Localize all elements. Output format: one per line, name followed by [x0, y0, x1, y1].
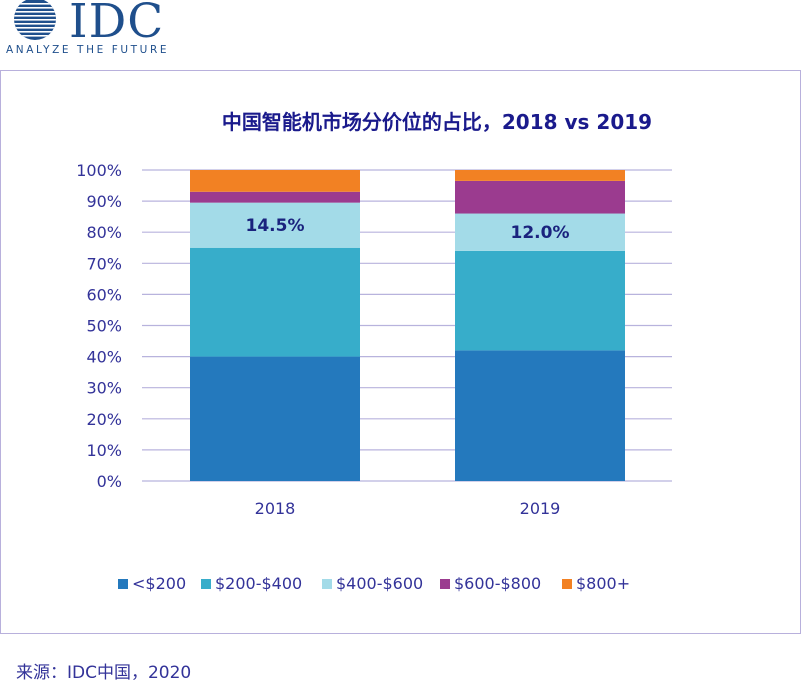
- chart-title: 中国智能机市场分价位的占比，2018 vs 2019: [222, 110, 652, 134]
- logo-tagline: ANALYZE THE FUTURE: [6, 44, 170, 56]
- legend-item: $400-$600: [322, 574, 423, 593]
- y-axis-ticks: 0% 10% 20% 30% 40% 50% 60% 70% 80% 90% 100%: [76, 161, 122, 491]
- legend-swatch: [440, 579, 450, 589]
- bars: [190, 170, 625, 481]
- legend-swatch: [562, 579, 572, 589]
- legend-label: <$200: [132, 574, 186, 593]
- legend: <$200 $200-$400 $400-$600 $600-$800 $800+: [118, 574, 630, 593]
- y-tick-label: 20%: [86, 410, 122, 429]
- legend-swatch: [322, 579, 332, 589]
- bar-segment: [190, 247, 360, 357]
- legend-label: $600-$800: [454, 574, 541, 593]
- y-tick-label: 60%: [86, 285, 122, 304]
- bar-segment: [455, 213, 625, 251]
- x-category-label: 2018: [255, 499, 296, 518]
- data-labels: 14.5% 12.0%: [246, 216, 570, 243]
- chart-panel: [0, 70, 801, 634]
- y-tick-label: 30%: [86, 379, 122, 398]
- legend-swatch: [201, 579, 211, 589]
- y-tick-label: 100%: [76, 161, 122, 180]
- legend-swatch: [118, 579, 128, 589]
- data-label: 12.0%: [511, 223, 570, 243]
- bar-segment: [455, 350, 625, 481]
- data-label: 14.5%: [246, 216, 305, 236]
- bar-segment: [190, 170, 360, 192]
- legend-label: $200-$400: [215, 574, 302, 593]
- legend-label: $400-$600: [336, 574, 423, 593]
- bar-segment: [455, 180, 625, 214]
- chart: 中国智能机市场分价位的占比，2018 vs 2019 0% 10% 20% 30% 40…: [76, 110, 672, 593]
- logo-wordmark: IDC: [69, 0, 165, 49]
- legend-item: $600-$800: [440, 574, 541, 593]
- y-tick-label: 40%: [86, 348, 122, 367]
- y-tick-label: 50%: [86, 317, 122, 336]
- x-category-label: 2019: [520, 499, 561, 518]
- y-tick-label: 80%: [86, 223, 122, 242]
- y-tick-label: 90%: [86, 192, 122, 211]
- legend-label: $800+: [576, 574, 630, 593]
- globe-icon: [14, 0, 56, 40]
- y-tick-label: 70%: [86, 254, 122, 273]
- legend-item: $800+: [562, 574, 630, 593]
- bar-segment: [190, 202, 360, 248]
- bar-segment: [190, 191, 360, 203]
- bar-segment: [190, 356, 360, 481]
- source-note: 来源：IDC中国，2020: [16, 663, 192, 683]
- bar-segment: [455, 170, 625, 181]
- y-tick-label: 10%: [86, 441, 122, 460]
- bar-segment: [455, 250, 625, 351]
- idc-logo: IDC ANALYZE THE FUTURE: [6, 0, 176, 62]
- legend-item: $200-$400: [201, 574, 302, 593]
- y-tick-label: 0%: [97, 472, 122, 491]
- x-axis-categories: 2018 2019: [255, 499, 561, 518]
- legend-item: <$200: [118, 574, 186, 593]
